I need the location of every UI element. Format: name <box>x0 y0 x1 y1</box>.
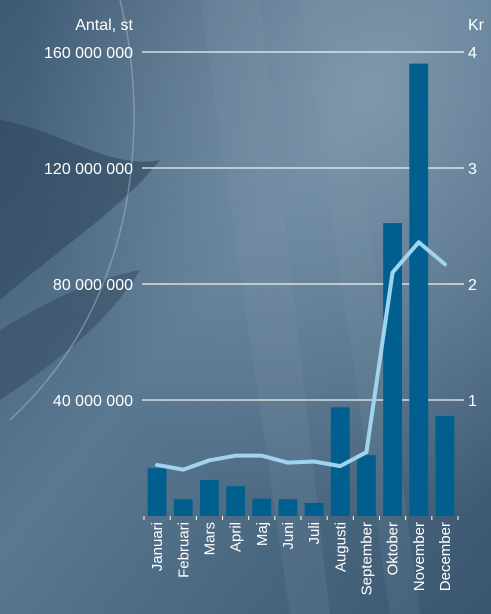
line-point <box>155 463 159 467</box>
line-series <box>155 240 447 472</box>
line-point <box>417 240 421 244</box>
y2-tick-label: 2 <box>468 277 477 294</box>
price-line <box>155 240 447 472</box>
y2-axis-title: Kr <box>468 17 485 34</box>
y-tick-label: 120 000 000 <box>44 161 133 178</box>
bar-december <box>435 415 455 516</box>
category-label: Maj <box>254 522 271 546</box>
line-point <box>286 461 290 465</box>
bar-april <box>226 486 246 516</box>
category-label: December <box>437 522 454 591</box>
line-point <box>364 450 368 454</box>
labels: 160 000 000 120 000 000 80 000 000 40 000 0… <box>44 17 485 595</box>
bar-februari <box>173 499 193 516</box>
bar-januari <box>147 468 167 516</box>
category-label: Oktober <box>385 522 402 575</box>
category-label: November <box>411 522 428 591</box>
bar-maj <box>252 498 272 516</box>
y2-tick-label: 1 <box>468 393 477 410</box>
bar-mars <box>199 480 219 516</box>
y2-tick-label: 3 <box>468 161 477 178</box>
bar-juni <box>278 499 298 516</box>
y2-tick-label: 4 <box>468 45 477 62</box>
category-label: Januari <box>149 522 166 571</box>
y-axis-title: Antal, st <box>75 17 133 34</box>
line-point <box>260 454 264 458</box>
category-label: Mars <box>201 522 218 555</box>
line-point <box>338 464 342 468</box>
line-point <box>234 454 238 458</box>
line-point <box>443 262 447 266</box>
bar-november <box>409 63 429 516</box>
line-point <box>391 270 395 274</box>
category-label: Juni <box>280 522 297 550</box>
category-label: Februari <box>175 522 192 578</box>
line-point <box>181 468 185 472</box>
bar-augusti <box>330 407 350 516</box>
line-point <box>312 459 316 463</box>
bar-juli <box>304 502 324 516</box>
category-label: September <box>358 522 375 595</box>
y-tick-label: 40 000 000 <box>53 393 133 410</box>
bar-september <box>356 455 376 516</box>
y-tick-label: 80 000 000 <box>53 277 133 294</box>
category-label: April <box>228 522 245 552</box>
y-tick-label: 160 000 000 <box>44 45 133 62</box>
line-point <box>207 458 211 462</box>
category-label: Augusti <box>332 522 349 572</box>
category-label: Juli <box>306 522 323 545</box>
grid <box>142 51 464 520</box>
